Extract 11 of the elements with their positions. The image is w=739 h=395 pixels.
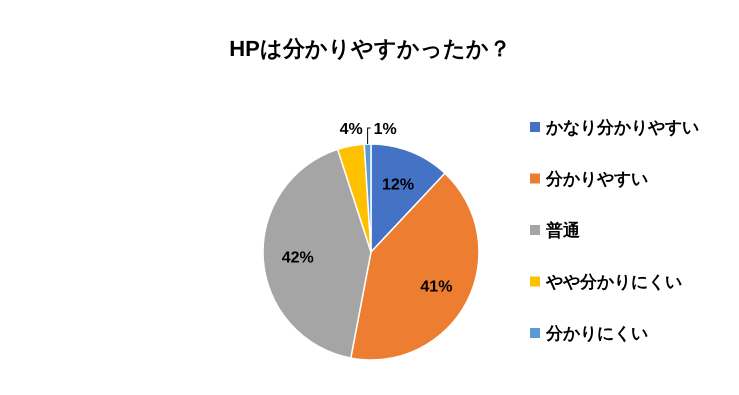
legend-label: 分かりにくい xyxy=(545,324,648,343)
data-label: 4% xyxy=(340,121,363,138)
legend-label: 分かりやすい xyxy=(545,170,648,188)
legend-label: かなり分かりやすい xyxy=(545,118,699,137)
data-label: 41% xyxy=(420,278,452,296)
legend-label: やや分かりにくい xyxy=(545,272,682,292)
data-label: 42% xyxy=(282,250,314,267)
legend-label: 普通 xyxy=(545,220,580,240)
chart-title: HPは分かりやすかったか？ xyxy=(229,36,511,61)
data-label: 12% xyxy=(382,176,414,194)
data-label: 1% xyxy=(374,121,397,138)
